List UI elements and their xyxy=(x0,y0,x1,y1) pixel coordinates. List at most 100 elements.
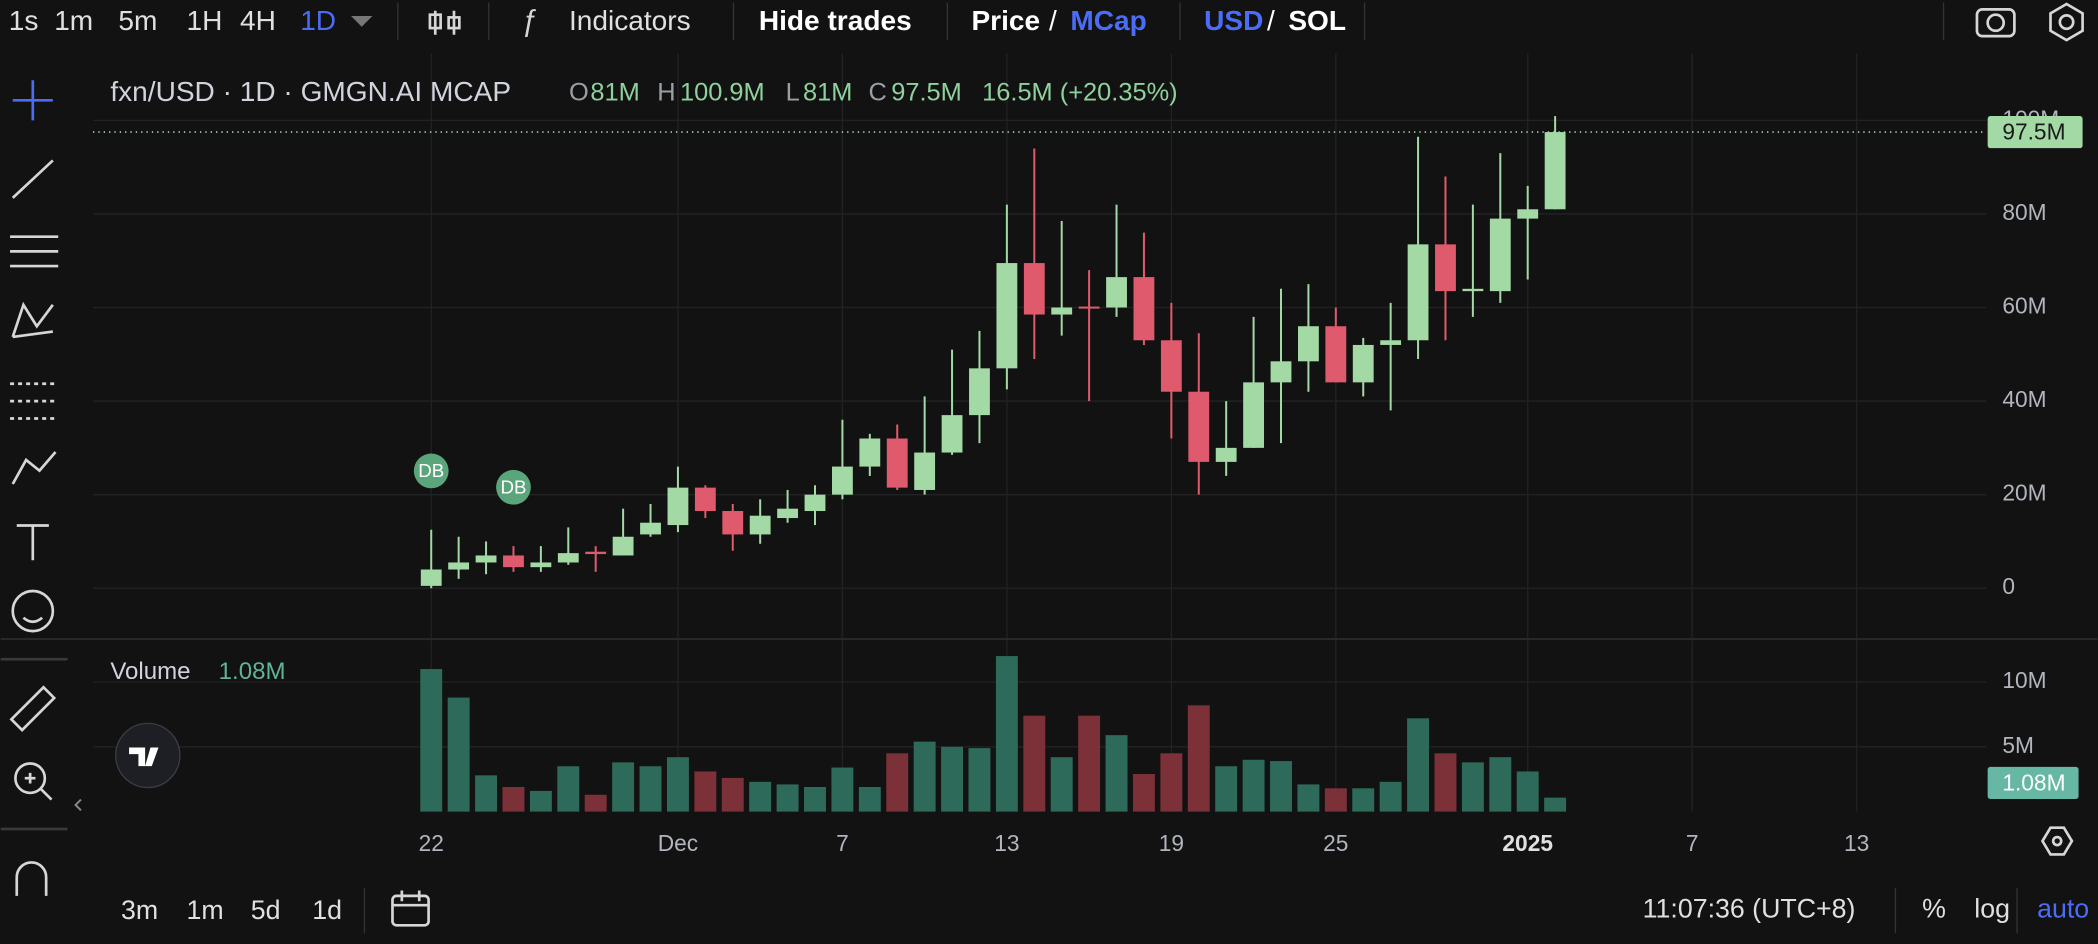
legend-h-value: 100.9M xyxy=(680,78,765,106)
candle-body xyxy=(1544,132,1566,210)
auto-button[interactable]: auto xyxy=(2037,894,2089,924)
currency-button[interactable]: USD xyxy=(1204,5,1263,36)
price-mode-button[interactable]: Price xyxy=(971,5,1040,36)
volume-bar xyxy=(1297,784,1320,812)
range-button[interactable]: 1d xyxy=(312,895,342,925)
volume-value: 1.08M xyxy=(219,658,286,685)
trade-marker[interactable] xyxy=(496,469,531,505)
candle-body xyxy=(420,569,442,586)
volume-bar xyxy=(913,741,936,812)
percent-button[interactable]: % xyxy=(1922,894,1946,924)
bottom-bar: 3m 1m 5d 1d 11:07:36 (UTC+8)% log auto xyxy=(121,826,2089,934)
tv-logo-mark xyxy=(129,747,159,767)
interval-button[interactable]: 1D xyxy=(300,5,336,36)
candle-body xyxy=(1325,326,1347,383)
volume-bar xyxy=(447,697,470,812)
range-button[interactable]: 5d xyxy=(251,895,281,925)
volume-bar xyxy=(1352,788,1375,812)
candle-body xyxy=(996,263,1018,369)
candle-body xyxy=(1133,277,1155,341)
interval-button[interactable]: 1H xyxy=(187,5,223,36)
volume-bar xyxy=(694,771,717,812)
line-icon xyxy=(11,159,54,199)
volume-bar xyxy=(1023,715,1046,812)
interval-button[interactable]: 4H xyxy=(240,5,276,36)
volume-bar xyxy=(1516,771,1539,812)
x-tick-label: 13 xyxy=(1844,830,1869,856)
currency-button[interactable]: SOL xyxy=(1288,5,1346,36)
legend-l-value: 81M xyxy=(803,78,852,106)
reset-scale-icon[interactable] xyxy=(2040,826,2074,856)
candle-body xyxy=(1297,326,1319,362)
camera-icon[interactable] xyxy=(1975,8,2016,38)
trade-marker-label: DB xyxy=(500,477,526,498)
candle-type-icon[interactable] xyxy=(428,10,461,35)
volume-bar xyxy=(1434,753,1457,812)
candle-body xyxy=(1489,218,1511,292)
volume-bar xyxy=(804,786,826,812)
zoom-icon xyxy=(14,762,47,795)
candle-body xyxy=(1352,344,1374,383)
range-button[interactable]: 3m xyxy=(121,895,158,925)
candle-body xyxy=(1435,244,1456,292)
top-toolbar: ƒ 1s 1m 5m 1H 4H 1D Indicators Hide trades Price… xyxy=(9,2,2084,42)
candle-body xyxy=(1023,263,1045,315)
candle-body xyxy=(749,515,771,535)
volume-bar xyxy=(721,777,744,812)
forecast-icon xyxy=(10,382,59,420)
x-tick-label: 19 xyxy=(1159,830,1184,856)
trade-marker-label: DB xyxy=(418,460,444,481)
trade-marker[interactable] xyxy=(413,453,449,489)
candle-body xyxy=(1215,447,1237,462)
candle-body xyxy=(640,522,661,535)
date-range-icon[interactable] xyxy=(391,890,430,927)
volume-bar xyxy=(749,781,772,812)
candle-body xyxy=(530,562,552,568)
indicators-button[interactable]: Indicators xyxy=(569,5,691,36)
candle-body xyxy=(941,415,963,453)
volume-bar xyxy=(995,656,1018,812)
volume-bar xyxy=(1215,766,1238,812)
volume-bar xyxy=(831,767,854,812)
volume-bar xyxy=(1160,753,1183,812)
toolbar-divider xyxy=(397,2,1945,41)
y-tick-label: 40M xyxy=(2002,386,2046,412)
legend-l: L xyxy=(786,78,800,106)
bottom-divider xyxy=(363,887,2018,934)
range-button[interactable]: 1m xyxy=(187,895,224,925)
pattern-icon xyxy=(11,301,54,339)
x-tick-label: Dec xyxy=(658,830,698,856)
interval-button[interactable]: 5m xyxy=(118,5,157,36)
price-mode-button[interactable]: MCap xyxy=(1070,5,1146,36)
y-tick-label: 80M xyxy=(2002,199,2046,225)
interval-button[interactable]: 1s xyxy=(9,5,39,36)
volume-bar xyxy=(1407,718,1430,812)
y-tick-label: 0 xyxy=(2002,573,2015,599)
legend-o-value: 81M xyxy=(590,78,639,106)
candle-body xyxy=(667,487,689,526)
collapse-icon[interactable] xyxy=(74,798,82,811)
volume-bar xyxy=(1242,759,1265,812)
volume-bar xyxy=(612,762,635,812)
volume-badge-label: 1.08M xyxy=(2002,769,2065,795)
interval-button[interactable]: 1m xyxy=(54,5,93,36)
interval-caret[interactable] xyxy=(351,16,373,27)
legend-o: O xyxy=(569,78,589,106)
volume-bar xyxy=(1379,781,1402,812)
hide-trades-button[interactable]: Hide trades xyxy=(759,5,912,36)
volume-bar xyxy=(1132,774,1155,812)
candle-body xyxy=(694,487,716,512)
chart-title: fxn/USD · 1D · GMGN.AI MCAP xyxy=(110,76,511,107)
x-tick-label: 13 xyxy=(994,830,1019,856)
fx-icon[interactable]: ƒ xyxy=(521,4,537,37)
candle-body xyxy=(777,508,799,519)
log-button[interactable]: log xyxy=(1974,894,2010,924)
volume-bar xyxy=(776,784,799,812)
settings-icon[interactable] xyxy=(2049,2,2084,42)
tv-logo[interactable] xyxy=(115,722,181,789)
volume-tick-label: 5M xyxy=(2002,732,2034,758)
candle-body xyxy=(557,553,579,563)
x-tick-label: 7 xyxy=(836,830,849,856)
